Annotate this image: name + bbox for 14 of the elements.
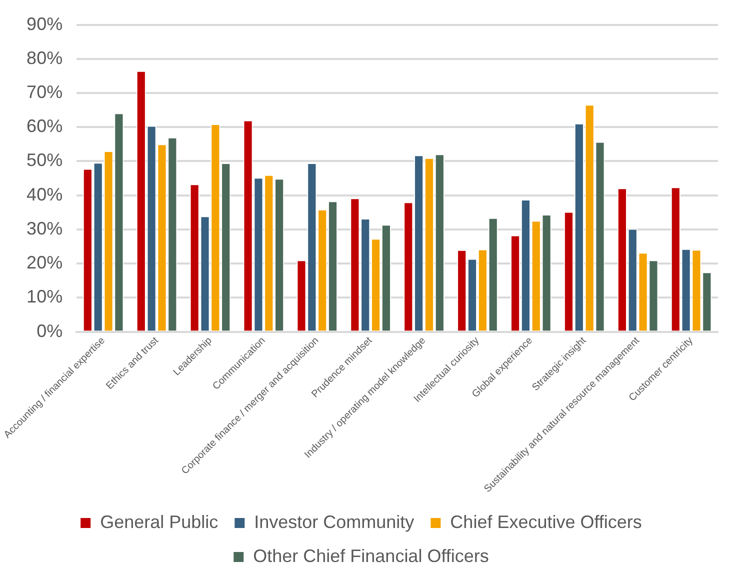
legend-label: Other Chief Financial Officers xyxy=(253,546,489,566)
y-tick-label: 20% xyxy=(26,252,63,273)
legend-label: General Public xyxy=(100,512,218,532)
y-tick-label: 90% xyxy=(26,14,63,34)
y-tick-label: 30% xyxy=(26,218,63,238)
y-tick-label: 60% xyxy=(26,116,63,136)
y-tick-label: 70% xyxy=(26,82,63,102)
legend-label: Chief Executive Officers xyxy=(450,512,642,532)
y-tick-label: 0% xyxy=(36,320,63,341)
y-tick-label: 10% xyxy=(26,286,63,307)
legend-label: Investor Community xyxy=(254,512,414,532)
y-tick-label: 80% xyxy=(26,48,63,68)
y-tick-label: 40% xyxy=(26,184,63,204)
y-tick-label: 50% xyxy=(26,150,63,170)
